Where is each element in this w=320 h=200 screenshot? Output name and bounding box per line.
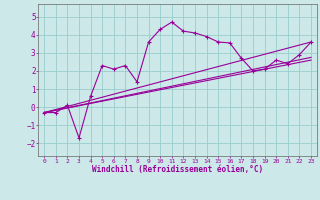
- X-axis label: Windchill (Refroidissement éolien,°C): Windchill (Refroidissement éolien,°C): [92, 165, 263, 174]
